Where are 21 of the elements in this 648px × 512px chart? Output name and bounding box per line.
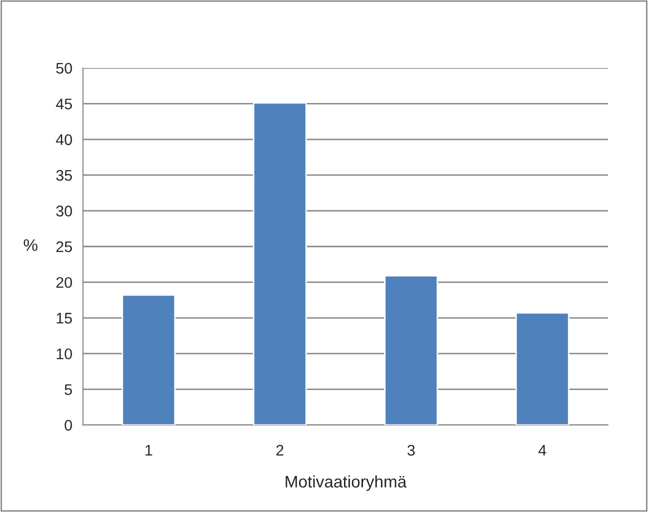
x-tick-label: 1 — [146, 445, 152, 456]
y-tick-label: 40 — [56, 134, 72, 146]
y-tick-label: 5 — [64, 384, 72, 395]
x-tick-label: 3 — [407, 444, 415, 456]
x-tick-label: 2 — [276, 444, 284, 456]
y-tick-label: 45 — [56, 98, 72, 110]
y-tick-label: 10 — [56, 348, 72, 360]
bar — [515, 312, 570, 425]
y-tick-label: 0 — [64, 420, 72, 431]
x-axis-title: Motivaatioryhmä — [286, 475, 407, 491]
y-tick-label: 15 — [56, 312, 72, 324]
y-tick-label: 20 — [56, 277, 72, 288]
y-axis-title: % — [24, 239, 38, 251]
bar — [122, 294, 176, 425]
bar — [384, 275, 438, 425]
y-tick-label: 50 — [56, 62, 72, 74]
y-tick-label: 30 — [56, 206, 72, 216]
y-tick-label: 35 — [56, 170, 72, 181]
y-tick-label: 25 — [56, 241, 72, 252]
bar — [252, 102, 307, 425]
x-tick-label: 4 — [538, 445, 546, 456]
